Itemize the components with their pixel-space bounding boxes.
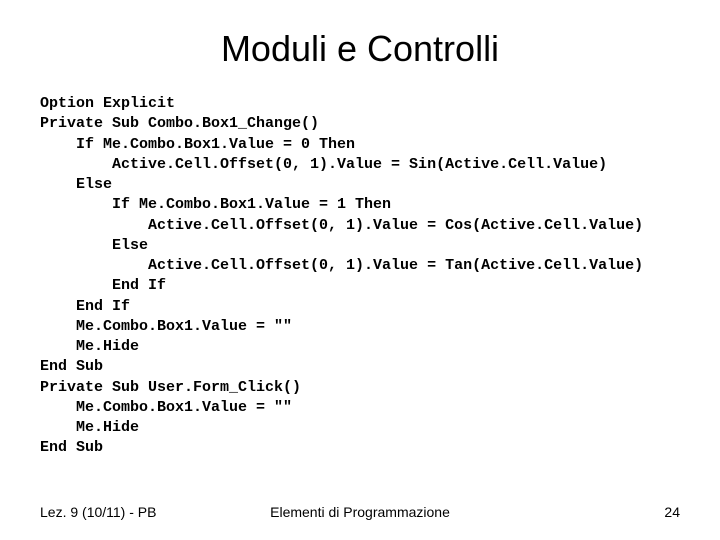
footer-right: 24 [664,504,680,520]
slide-title: Moduli e Controlli [40,28,680,70]
footer-left: Lez. 9 (10/11) - PB [40,504,156,520]
footer-center: Elementi di Programmazione [270,504,450,520]
slide-container: Moduli e Controlli Option Explicit Priva… [0,0,720,540]
slide-footer: Lez. 9 (10/11) - PB Elementi di Programm… [40,504,680,520]
code-block: Option Explicit Private Sub Combo.Box1_C… [40,94,680,459]
